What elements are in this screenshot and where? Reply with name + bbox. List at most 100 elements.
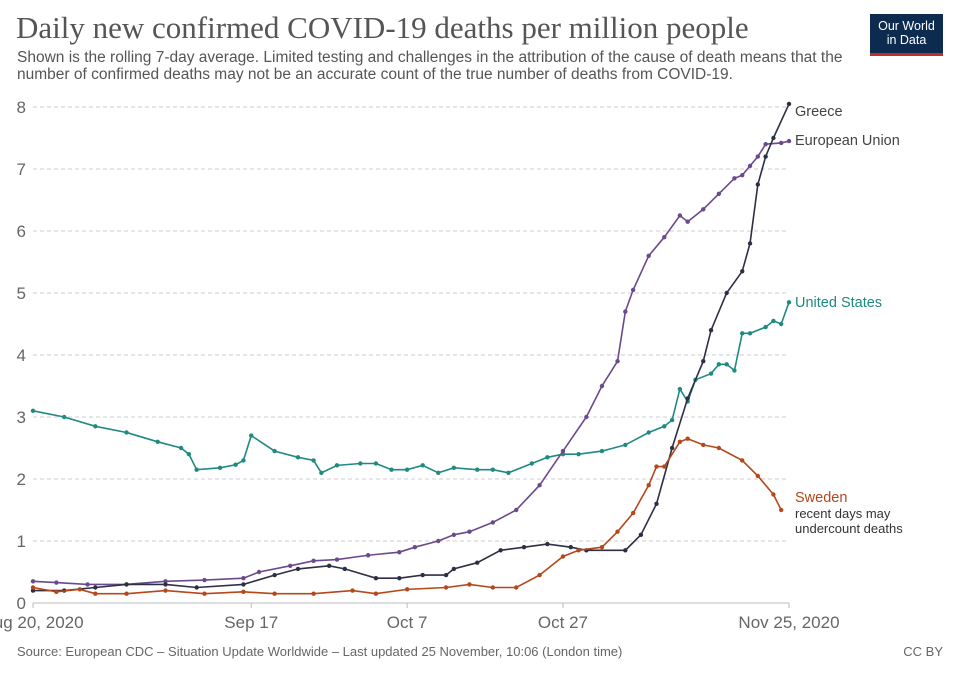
data-point — [451, 566, 457, 572]
data-point — [740, 458, 745, 463]
data-point — [451, 465, 457, 471]
data-point — [443, 585, 449, 590]
data-point — [685, 219, 690, 224]
data-point — [373, 461, 379, 466]
data-point — [163, 579, 168, 584]
data-point — [404, 587, 410, 592]
data-point — [786, 138, 792, 144]
data-point — [560, 448, 566, 454]
license-label[interactable]: CC BY — [903, 644, 943, 659]
data-point — [514, 507, 519, 513]
y-tick-label: 4 — [17, 346, 26, 365]
y-tick-label: 7 — [17, 160, 26, 179]
data-point — [30, 408, 36, 413]
data-point — [124, 591, 129, 596]
data-point — [397, 549, 402, 555]
data-point — [514, 585, 519, 590]
data-point — [436, 470, 441, 475]
data-point — [85, 582, 90, 587]
data-point — [576, 452, 581, 457]
owid-logo[interactable]: Our World in Data — [870, 14, 943, 56]
data-point — [124, 430, 129, 435]
data-point — [54, 589, 59, 595]
data-point — [249, 433, 254, 438]
data-point — [202, 591, 207, 596]
data-point — [654, 464, 659, 469]
data-point — [194, 467, 199, 472]
data-point — [623, 548, 628, 553]
data-point — [124, 582, 129, 587]
data-point — [30, 588, 36, 593]
data-point — [677, 386, 683, 392]
data-point — [708, 371, 714, 376]
data-point — [163, 582, 168, 587]
data-point — [342, 566, 347, 572]
data-point — [560, 554, 566, 559]
data-point — [365, 553, 371, 558]
data-point — [412, 545, 418, 550]
data-point — [779, 321, 784, 327]
data-point — [786, 300, 792, 305]
data-point — [389, 467, 394, 472]
data-point — [420, 463, 425, 468]
data-point — [272, 448, 277, 454]
data-point — [490, 585, 496, 590]
logo-line1: Our World — [878, 19, 935, 33]
data-point — [334, 557, 340, 562]
data-point — [701, 207, 706, 212]
data-point — [545, 541, 550, 547]
data-point — [599, 448, 605, 454]
data-point — [545, 455, 550, 460]
data-point — [630, 510, 636, 516]
data-point — [740, 173, 745, 178]
data-point — [654, 501, 659, 506]
data-point — [77, 587, 82, 592]
data-point — [397, 576, 402, 581]
data-point — [443, 572, 449, 578]
data-point — [202, 577, 207, 583]
data-point — [186, 452, 192, 457]
data-point — [755, 154, 761, 159]
series-line-greece — [33, 103, 790, 592]
data-point — [701, 442, 706, 448]
data-point — [287, 563, 293, 568]
data-point — [498, 548, 503, 553]
x-tick-label: Oct 7 — [387, 613, 428, 632]
y-tick-label: 0 — [17, 594, 26, 613]
y-tick-label: 6 — [17, 222, 26, 241]
data-point — [630, 287, 636, 293]
data-point — [506, 470, 511, 475]
data-point — [771, 135, 776, 141]
data-point — [724, 290, 729, 296]
data-point — [373, 591, 379, 596]
logo-line2: in Data — [886, 33, 927, 47]
data-point — [771, 318, 776, 324]
x-tick-label: Sep 17 — [224, 613, 278, 632]
data-point — [241, 576, 246, 581]
series-note-line1: recent days may — [795, 506, 891, 521]
data-point — [732, 176, 737, 181]
data-point — [30, 579, 36, 584]
series-label: United States — [795, 295, 882, 311]
data-point — [521, 545, 527, 550]
data-point — [779, 140, 784, 146]
data-point — [685, 396, 690, 401]
data-point — [662, 464, 667, 469]
data-point — [669, 445, 675, 451]
y-tick-label: 5 — [17, 284, 26, 303]
data-point — [779, 507, 784, 513]
data-point — [256, 569, 262, 575]
data-point — [178, 445, 184, 451]
data-point — [716, 191, 722, 196]
data-point — [732, 368, 737, 373]
data-point — [677, 213, 683, 218]
data-point — [451, 532, 457, 537]
data-point — [724, 362, 729, 367]
data-point — [334, 463, 340, 468]
data-point — [272, 572, 277, 578]
data-point — [623, 442, 628, 448]
x-tick-label: Aug 20, 2020 — [0, 613, 84, 632]
data-point — [623, 309, 628, 314]
